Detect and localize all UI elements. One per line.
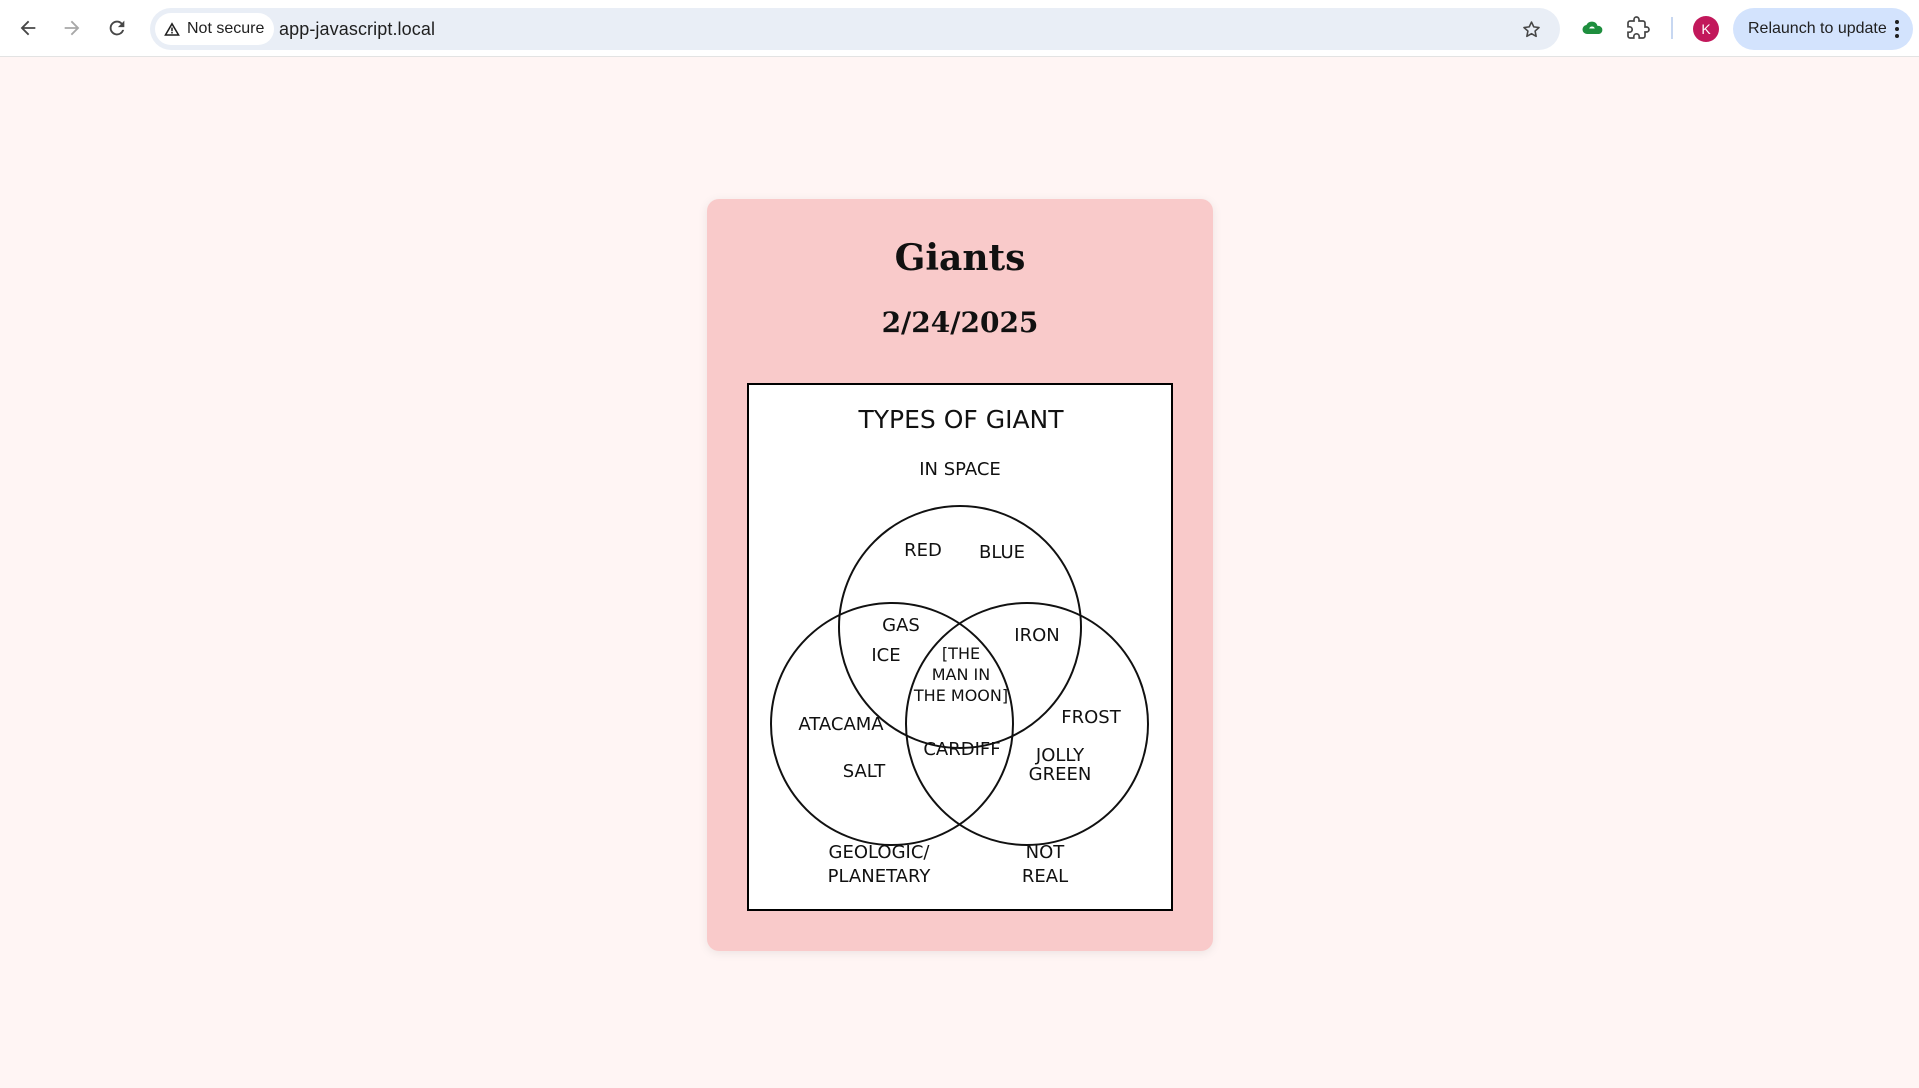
relaunch-label: Relaunch to update — [1748, 20, 1887, 37]
arrow-right-icon — [64, 20, 80, 36]
comic-date: 2/24/2025 — [881, 306, 1039, 339]
label-not: NOT — [1026, 842, 1066, 863]
cloud-icon — [1582, 21, 1603, 34]
item-blue: BLUE — [979, 542, 1025, 563]
venn-diagram: TYPES OF GIANT IN SPACE GEOLOGIC/ PLANET… — [770, 405, 1149, 887]
item-frost: FROST — [1061, 707, 1121, 728]
more-vert-icon — [1895, 20, 1899, 38]
relaunch-button[interactable]: Relaunch to update — [1733, 8, 1913, 50]
item-green: GREEN — [1029, 764, 1092, 785]
item-red: RED — [904, 540, 942, 561]
item-center-line-2: MAN IN — [932, 665, 991, 684]
item-salt: SALT — [843, 761, 887, 782]
item-center-line-3: THE MOON] — [913, 686, 1008, 705]
item-atacama: ATACAMA — [798, 714, 884, 735]
label-planetary: PLANETARY — [828, 866, 932, 887]
comic-card: Giants 2/24/2025 TYPES OF GIANT IN SPACE… — [707, 199, 1213, 951]
toolbar-divider — [1671, 17, 1673, 39]
star-icon — [1522, 20, 1540, 37]
back-button[interactable] — [11, 11, 45, 45]
security-chip[interactable]: Not secure — [155, 13, 275, 45]
geologic-circle — [770, 602, 1014, 846]
profile-avatar[interactable]: K — [1693, 16, 1719, 42]
reload-icon — [109, 20, 125, 36]
label-in-space: IN SPACE — [919, 459, 1001, 480]
browser-toolbar: Not secure app-javascript.local K Relaun… — [0, 0, 1919, 57]
label-geologic: GEOLOGIC/ — [829, 842, 931, 863]
comic-heading: TYPES OF GIANT — [857, 405, 1064, 434]
arrow-left-icon — [20, 20, 36, 36]
forward-button[interactable] — [55, 11, 89, 45]
not-real-circle — [905, 602, 1149, 846]
reload-button[interactable] — [100, 11, 134, 45]
extensions-button[interactable] — [1621, 11, 1655, 45]
comic-image: TYPES OF GIANT IN SPACE GEOLOGIC/ PLANET… — [747, 383, 1173, 911]
item-ice: ICE — [871, 645, 900, 666]
address-bar[interactable]: Not secure app-javascript.local — [150, 8, 1560, 50]
bookmark-button[interactable] — [1514, 12, 1548, 46]
puzzle-icon — [1627, 16, 1650, 39]
cloud-extension-button[interactable] — [1575, 11, 1609, 45]
url-text[interactable]: app-javascript.local — [279, 19, 436, 39]
item-jolly: JOLLY — [1035, 745, 1085, 766]
security-label: Not secure — [187, 20, 265, 37]
label-real: REAL — [1022, 866, 1068, 887]
in-space-circle — [838, 505, 1082, 749]
warning-icon — [164, 22, 180, 36]
item-gas: GAS — [882, 615, 920, 636]
comic-title: Giants — [894, 237, 1026, 279]
item-center-line-1: [THE — [942, 644, 980, 663]
item-iron: IRON — [1014, 625, 1059, 646]
item-cardiff: CARDIFF — [923, 739, 1000, 760]
